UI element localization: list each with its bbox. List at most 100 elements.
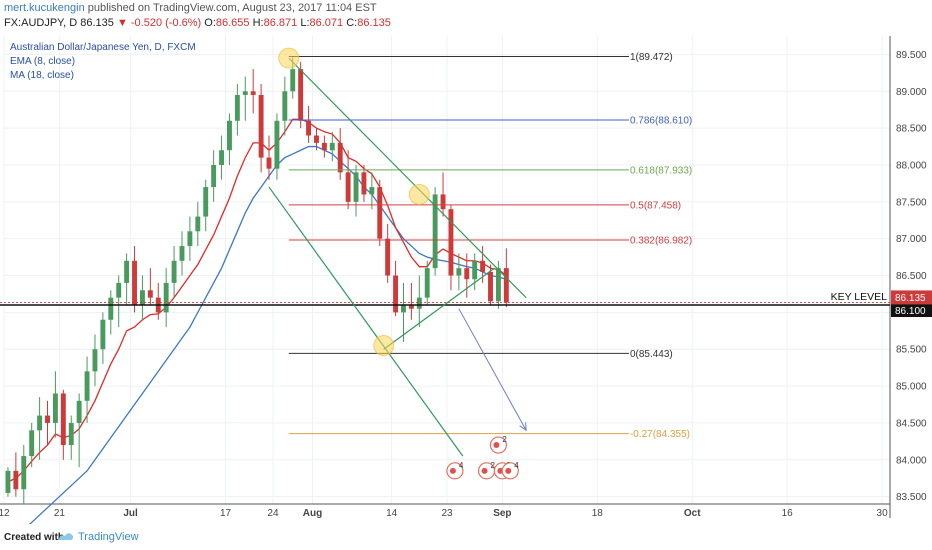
- x-tick-label: 18: [592, 508, 604, 519]
- close-value: 86.135: [357, 17, 391, 29]
- y-tick-label: 84.000: [896, 455, 927, 466]
- candle-body: [321, 142, 327, 151]
- fib-level-label: 0.5(87.458): [630, 200, 681, 211]
- candle-body: [187, 231, 193, 247]
- candle-body: [219, 150, 224, 165]
- candle-body: [234, 94, 240, 121]
- candle-body: [488, 271, 493, 302]
- candle-body: [171, 260, 177, 283]
- candle-body: [274, 120, 280, 169]
- event-marker-count: 4: [459, 461, 464, 470]
- candle-body: [424, 268, 430, 298]
- event-marker-count: 4: [514, 461, 519, 470]
- low-value: 86.071: [309, 17, 344, 29]
- candle-body: [480, 260, 486, 272]
- candle-body: [432, 194, 438, 269]
- legend-ema[interactable]: EMA (8, close): [10, 56, 76, 67]
- event-marker-dot: [449, 467, 456, 474]
- candle-body: [393, 275, 399, 313]
- projection-arrow-head: [519, 422, 527, 432]
- y-tick-label: 87.500: [896, 197, 927, 208]
- key-level-label: KEY LEVEL: [831, 291, 888, 303]
- ma-18-line: [29, 145, 507, 524]
- y-tick-label: 88.000: [896, 160, 927, 171]
- candle-body: [195, 216, 201, 232]
- candle-body: [163, 282, 169, 313]
- candle-body: [84, 371, 90, 401]
- fib-level-label: 0.618(87.933): [630, 165, 692, 176]
- channel-trend-line: [268, 186, 464, 457]
- key-level-price-tag: [891, 303, 932, 318]
- candle-body: [266, 157, 272, 169]
- close-label: C:: [346, 17, 358, 29]
- high-label: H:: [252, 17, 264, 29]
- candle-body: [464, 268, 470, 280]
- author-name[interactable]: mert.kucukengin: [4, 2, 85, 14]
- x-tick-label: 17: [220, 508, 232, 519]
- candle-body: [290, 69, 296, 92]
- published-text: published on TradingView.com, August 23,…: [87, 2, 377, 14]
- candle-body: [227, 120, 232, 151]
- candle-body: [139, 290, 145, 306]
- x-tick-label: Jul: [123, 508, 138, 519]
- candle-body: [377, 187, 383, 239]
- candle-body: [329, 142, 335, 151]
- candle-body: [298, 69, 304, 121]
- candle-body: [361, 172, 367, 195]
- candle-body: [21, 456, 27, 490]
- candle-body: [147, 290, 153, 298]
- candle-body: [416, 297, 422, 309]
- change-arrow-icon: ▼: [116, 17, 128, 29]
- fib-level-label: -0.27(84.355): [630, 429, 690, 440]
- y-tick-label: 89.000: [896, 87, 927, 98]
- candle-body: [495, 268, 501, 302]
- candle-body: [258, 94, 264, 158]
- pivot-highlight-marker: [278, 47, 300, 69]
- y-tick-label: 89.500: [896, 50, 927, 61]
- candle-body: [306, 120, 312, 136]
- candle-body: [448, 209, 454, 276]
- ema-8-line: [7, 118, 507, 483]
- y-tick-label: 85.000: [896, 382, 927, 393]
- candle-body: [68, 422, 74, 446]
- candle-body: [100, 319, 106, 350]
- last-price-label: 86.135: [895, 293, 926, 304]
- x-tick-label: 12: [0, 508, 10, 519]
- candle-body: [337, 142, 343, 173]
- key-level-price-label: 86.100: [895, 306, 926, 317]
- legend-ma[interactable]: MA (18, close): [10, 70, 74, 81]
- candle-body: [211, 164, 217, 188]
- channel-trend-line: [383, 267, 495, 350]
- y-tick-label: 83.500: [896, 492, 927, 503]
- event-marker-dot: [481, 467, 488, 474]
- fib-level-label: 0(85.443): [630, 349, 673, 360]
- last-price: 86.135: [80, 17, 114, 29]
- candle-body: [401, 305, 406, 313]
- candle-body: [92, 349, 98, 372]
- fib-level-label: 0.382(86.982): [630, 236, 692, 247]
- candle-body: [314, 135, 319, 143]
- candle-body: [37, 415, 43, 431]
- price-chart[interactable]: 89.500 89.000 88.500 88.000 87.500 87.000 86.5…: [0, 0, 932, 524]
- publish-info: mert.kucukengin published on TradingView…: [4, 2, 377, 14]
- candle-body: [345, 172, 351, 202]
- last-price-tag: [891, 290, 932, 305]
- candle-body: [250, 91, 256, 95]
- x-tick-label: Oct: [684, 508, 701, 519]
- y-tick-label: 87.000: [896, 234, 927, 245]
- event-marker-dot: [505, 467, 512, 474]
- legend-title: Australian Dollar/Japanese Yen, D, FXCM: [10, 42, 196, 53]
- fib-level-label: 0.786(88.610): [630, 116, 692, 127]
- brand-name[interactable]: TradingView: [78, 531, 139, 543]
- x-tick-label: 23: [441, 508, 453, 519]
- event-marker-dot: [493, 442, 500, 449]
- projection-arrow-line: [458, 308, 527, 431]
- tradingview-logo-icon: [59, 533, 74, 540]
- open-label: O:: [204, 17, 216, 29]
- open-value: 86.655: [215, 17, 250, 29]
- candle-body: [76, 400, 82, 423]
- candle-body: [29, 430, 35, 457]
- candle-body: [456, 268, 462, 276]
- high-value: 86.871: [263, 17, 298, 29]
- candle-body: [5, 470, 11, 493]
